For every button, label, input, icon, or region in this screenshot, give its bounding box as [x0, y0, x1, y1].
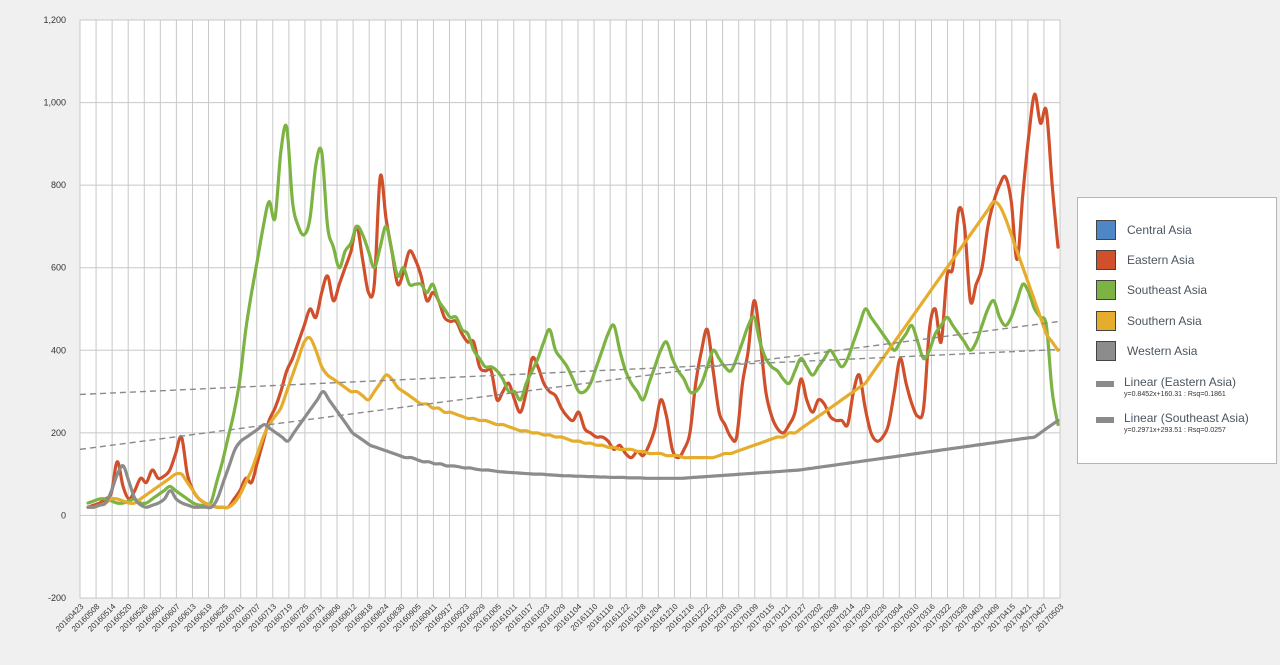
plot-background: [79, 19, 1061, 599]
legend-swatch: [1096, 311, 1116, 331]
legend-label: Southeast Asia: [1127, 283, 1208, 297]
y-tick-label: 800: [51, 180, 66, 190]
x-axis: 2016042320160508201605142016052020160526…: [54, 602, 1066, 634]
legend-item-southeast-asia[interactable]: Southeast Asia: [1096, 279, 1207, 301]
y-tick-label: 400: [51, 345, 66, 355]
trend-label: Linear (Eastern Asia): [1124, 375, 1237, 389]
series-lines: [86, 92, 1060, 510]
y-axis: -200 0 200 400 600 800 1,000 1,200: [43, 15, 66, 603]
y-tick-label: -200: [48, 593, 66, 603]
legend-swatch: [1096, 220, 1116, 240]
legend-item-southern-asia[interactable]: Southern Asia: [1096, 310, 1202, 332]
legend-label: Central Asia: [1127, 223, 1192, 237]
legend-swatch: [1096, 280, 1116, 300]
trend-equation: y=0.2971x+293.51 : Rsq=0.0257: [1124, 427, 1226, 434]
y-tick-label: 1,200: [43, 15, 66, 25]
legend-item-eastern-asia[interactable]: Eastern Asia: [1096, 249, 1194, 271]
series-line-eastern-asia: [86, 92, 1060, 510]
trend-equation: y=0.8452x+160.31 : Rsq=0.1861: [1124, 391, 1226, 398]
y-tick-label: 0: [61, 510, 66, 520]
y-tick-label: 600: [51, 263, 66, 273]
legend-item-central-asia[interactable]: Central Asia: [1096, 219, 1192, 241]
legend-swatch: [1096, 250, 1116, 270]
legend-label: Southern Asia: [1127, 314, 1202, 328]
trend-swatch: [1096, 417, 1114, 423]
legend-item-western-asia[interactable]: Western Asia: [1096, 340, 1197, 362]
trendline-1: [79, 348, 1061, 396]
y-tick-label: 1,000: [43, 98, 66, 108]
legend-label: Eastern Asia: [1127, 253, 1195, 267]
legend: Central Asia Eastern Asia Southeast Asia…: [1077, 197, 1277, 464]
grid-lines: [79, 19, 1061, 599]
trendlines: [79, 320, 1061, 451]
trendline-0: [79, 320, 1061, 451]
trend-swatch: [1096, 381, 1114, 387]
y-tick-label: 200: [51, 428, 66, 438]
series-line-southeast-asia: [86, 123, 1060, 507]
legend-swatch: [1096, 341, 1116, 361]
trend-label: Linear (Southeast Asia): [1124, 411, 1249, 425]
legend-label: Western Asia: [1127, 344, 1198, 358]
series-line-western-asia: [86, 390, 1060, 510]
series-line-southern-asia: [86, 199, 1060, 510]
